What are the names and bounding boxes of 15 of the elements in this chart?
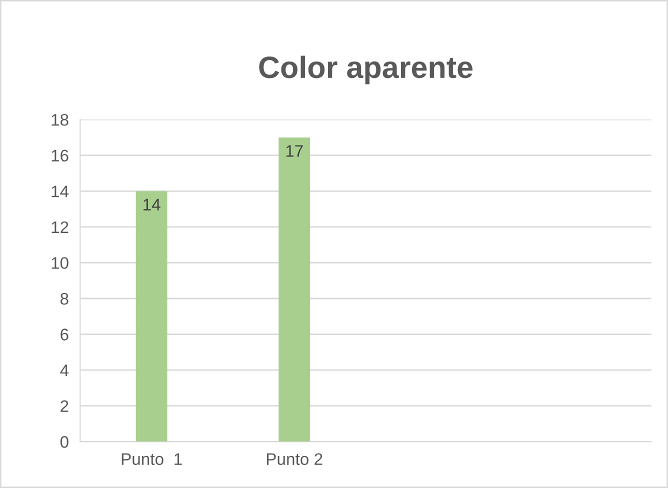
data-label: 14 [144, 198, 160, 210]
data-label: 17 [286, 145, 303, 157]
chart-title: Color aparente [259, 56, 473, 84]
y-tick-label: 6 [60, 328, 68, 340]
y-tick-label: 14 [52, 186, 69, 198]
y-tick-label: 12 [52, 221, 68, 233]
y-tick-label: 0 [60, 436, 68, 448]
y-tick-label: 2 [60, 400, 68, 412]
y-tick-label: 18 [52, 114, 68, 126]
y-tick-label: 8 [60, 292, 68, 305]
y-tick-label: 16 [52, 150, 68, 162]
x-tick-label: Punto 2 [266, 453, 322, 465]
x-tick-label: Punto 1 [122, 453, 182, 465]
y-tick-label: 4 [60, 364, 69, 376]
y-tick-label: 10 [52, 257, 68, 269]
